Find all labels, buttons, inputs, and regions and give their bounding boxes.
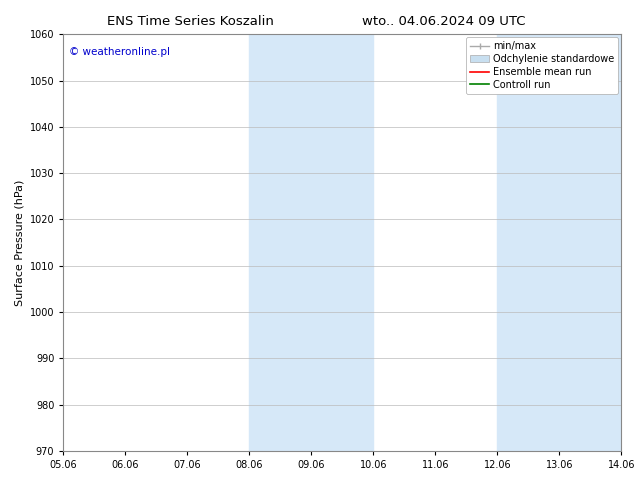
Legend: min/max, Odchylenie standardowe, Ensemble mean run, Controll run: min/max, Odchylenie standardowe, Ensembl… — [466, 37, 618, 94]
Y-axis label: Surface Pressure (hPa): Surface Pressure (hPa) — [14, 179, 24, 306]
Bar — [249, 34, 373, 451]
Text: ENS Time Series Koszalin: ENS Time Series Koszalin — [107, 15, 274, 28]
Bar — [497, 34, 621, 451]
Text: wto.. 04.06.2024 09 UTC: wto.. 04.06.2024 09 UTC — [362, 15, 526, 28]
Text: © weatheronline.pl: © weatheronline.pl — [69, 47, 170, 57]
